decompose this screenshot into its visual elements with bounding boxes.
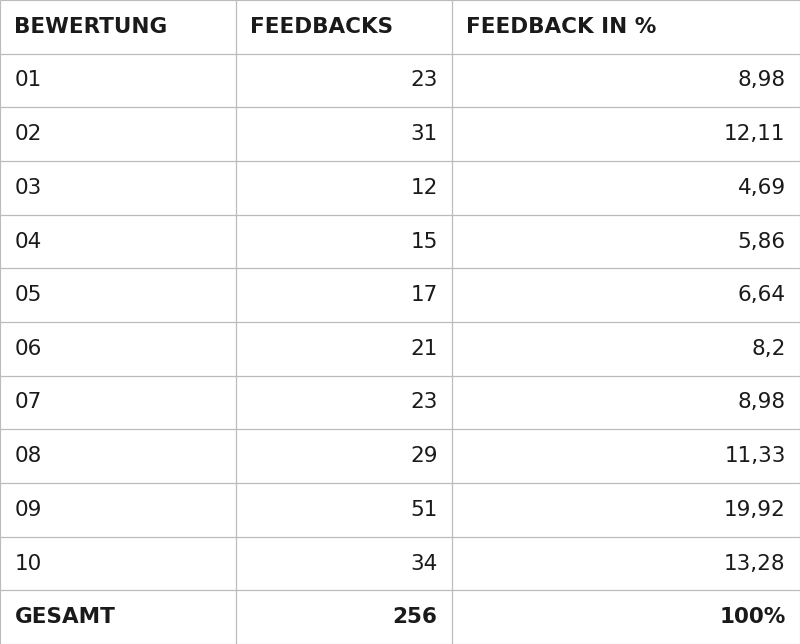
Text: 17: 17 (410, 285, 438, 305)
Text: 23: 23 (410, 70, 438, 91)
Text: 29: 29 (410, 446, 438, 466)
Text: 100%: 100% (719, 607, 786, 627)
Text: 8,2: 8,2 (751, 339, 786, 359)
Text: 4,69: 4,69 (738, 178, 786, 198)
Text: FEEDBACKS: FEEDBACKS (250, 17, 394, 37)
Text: 34: 34 (410, 553, 438, 574)
Text: 256: 256 (393, 607, 438, 627)
Text: 10: 10 (14, 553, 42, 574)
Text: 23: 23 (410, 392, 438, 413)
Text: 51: 51 (410, 500, 438, 520)
Text: 8,98: 8,98 (738, 392, 786, 413)
Text: 04: 04 (14, 231, 42, 252)
Text: 19,92: 19,92 (724, 500, 786, 520)
Text: GESAMT: GESAMT (14, 607, 115, 627)
Text: 8,98: 8,98 (738, 70, 786, 91)
Text: 03: 03 (14, 178, 42, 198)
Text: 15: 15 (410, 231, 438, 252)
Text: 01: 01 (14, 70, 42, 91)
Text: FEEDBACK IN %: FEEDBACK IN % (466, 17, 657, 37)
Text: BEWERTUNG: BEWERTUNG (14, 17, 168, 37)
Text: 21: 21 (410, 339, 438, 359)
Text: 05: 05 (14, 285, 42, 305)
Text: 07: 07 (14, 392, 42, 413)
Text: 02: 02 (14, 124, 42, 144)
Text: 06: 06 (14, 339, 42, 359)
Text: 5,86: 5,86 (738, 231, 786, 252)
Text: 12: 12 (410, 178, 438, 198)
Text: 08: 08 (14, 446, 42, 466)
Text: 31: 31 (410, 124, 438, 144)
Text: 6,64: 6,64 (738, 285, 786, 305)
Text: 09: 09 (14, 500, 42, 520)
Text: 12,11: 12,11 (724, 124, 786, 144)
Text: 11,33: 11,33 (724, 446, 786, 466)
Text: 13,28: 13,28 (724, 553, 786, 574)
